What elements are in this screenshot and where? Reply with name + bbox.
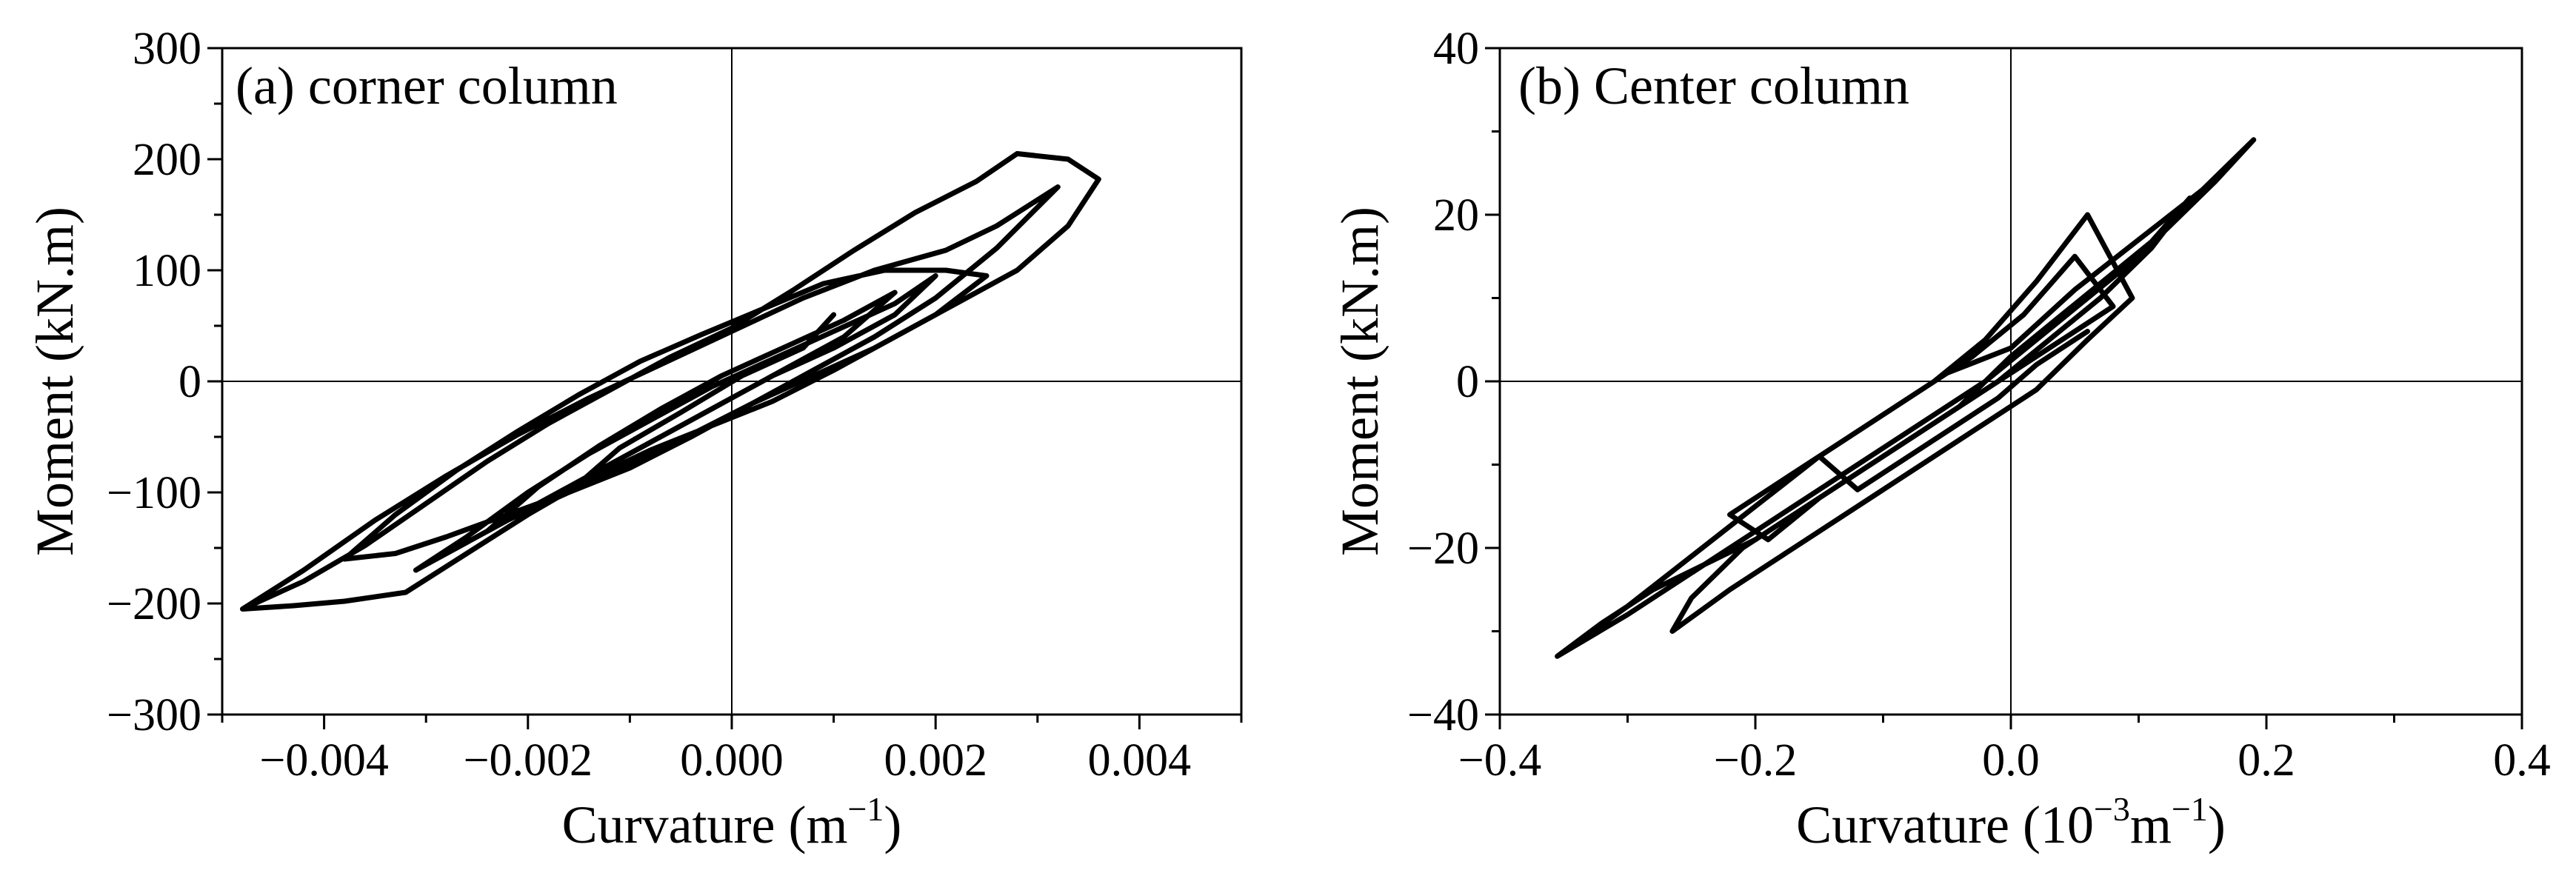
y-tick-label: 40 (1433, 24, 1479, 74)
x-tick-label: −0.002 (464, 735, 593, 786)
x-tick-label: −0.004 (259, 735, 388, 786)
panel-a-y-axis-title: Moment (kN.m) (25, 207, 84, 556)
panel-a-ticks (207, 47, 1243, 729)
panel-b-x-axis-title: Curvature (10−3m−1) (1796, 790, 2226, 854)
panel-b-y-tick-labels: −40 −20 0 20 40 (1407, 24, 1479, 740)
panel-center-column: (b) Center column −40 −20 0 20 40 −0.4 −0.2 0.… (1330, 24, 2551, 854)
x-tick-label: 0.002 (884, 735, 987, 786)
hysteresis-curve (240, 151, 1101, 612)
panel-b-x-tick-labels: −0.4 −0.2 0.0 0.2 0.4 (1458, 735, 2551, 786)
panel-b-plot-frame (1498, 47, 2523, 716)
y-tick-label: 100 (133, 246, 201, 296)
x-tick-label: 0.0 (1982, 735, 2040, 786)
panel-b-ticks (1485, 47, 2523, 729)
y-tick-label: −300 (107, 690, 201, 740)
panel-a-x-axis-title: Curvature (m−1) (562, 790, 902, 854)
y-tick-label: 300 (133, 24, 201, 74)
panel-b-zero-lines (1500, 48, 2522, 715)
panel-b-title: (b) Center column (1518, 56, 1909, 116)
y-tick-label: 200 (133, 135, 201, 185)
y-tick-label: 0 (178, 357, 201, 407)
panel-b-series (1555, 137, 2257, 659)
panel-a-x-tick-labels: −0.004 −0.002 0.000 0.002 0.004 (259, 735, 1191, 786)
panel-a-title: (a) corner column (236, 56, 618, 116)
panel-a-plot-frame (221, 47, 1243, 716)
y-tick-label: −200 (107, 579, 201, 629)
y-tick-label: −20 (1407, 524, 1479, 574)
panel-a-y-tick-labels: −300 −200 −100 0 100 200 300 (107, 24, 201, 740)
x-tick-label: 0.2 (2238, 735, 2295, 786)
y-tick-label: 20 (1433, 190, 1479, 241)
x-tick-label: 0.000 (680, 735, 784, 786)
x-tick-label: −0.4 (1458, 735, 1541, 786)
hysteresis-curve (1555, 137, 2257, 659)
x-tick-label: 0.4 (2493, 735, 2551, 786)
y-tick-label: 0 (1456, 357, 1479, 407)
x-tick-label: −0.2 (1714, 735, 1797, 786)
panel-b-y-axis-title: Moment (kN.m) (1330, 207, 1389, 556)
panel-a-series (240, 151, 1101, 612)
x-tick-label: 0.004 (1088, 735, 1192, 786)
y-tick-label: −40 (1407, 690, 1479, 740)
y-tick-label: −100 (107, 468, 201, 518)
panel-corner-column: (a) corner column −300 −200 −100 0 100 200 300… (25, 24, 1243, 854)
